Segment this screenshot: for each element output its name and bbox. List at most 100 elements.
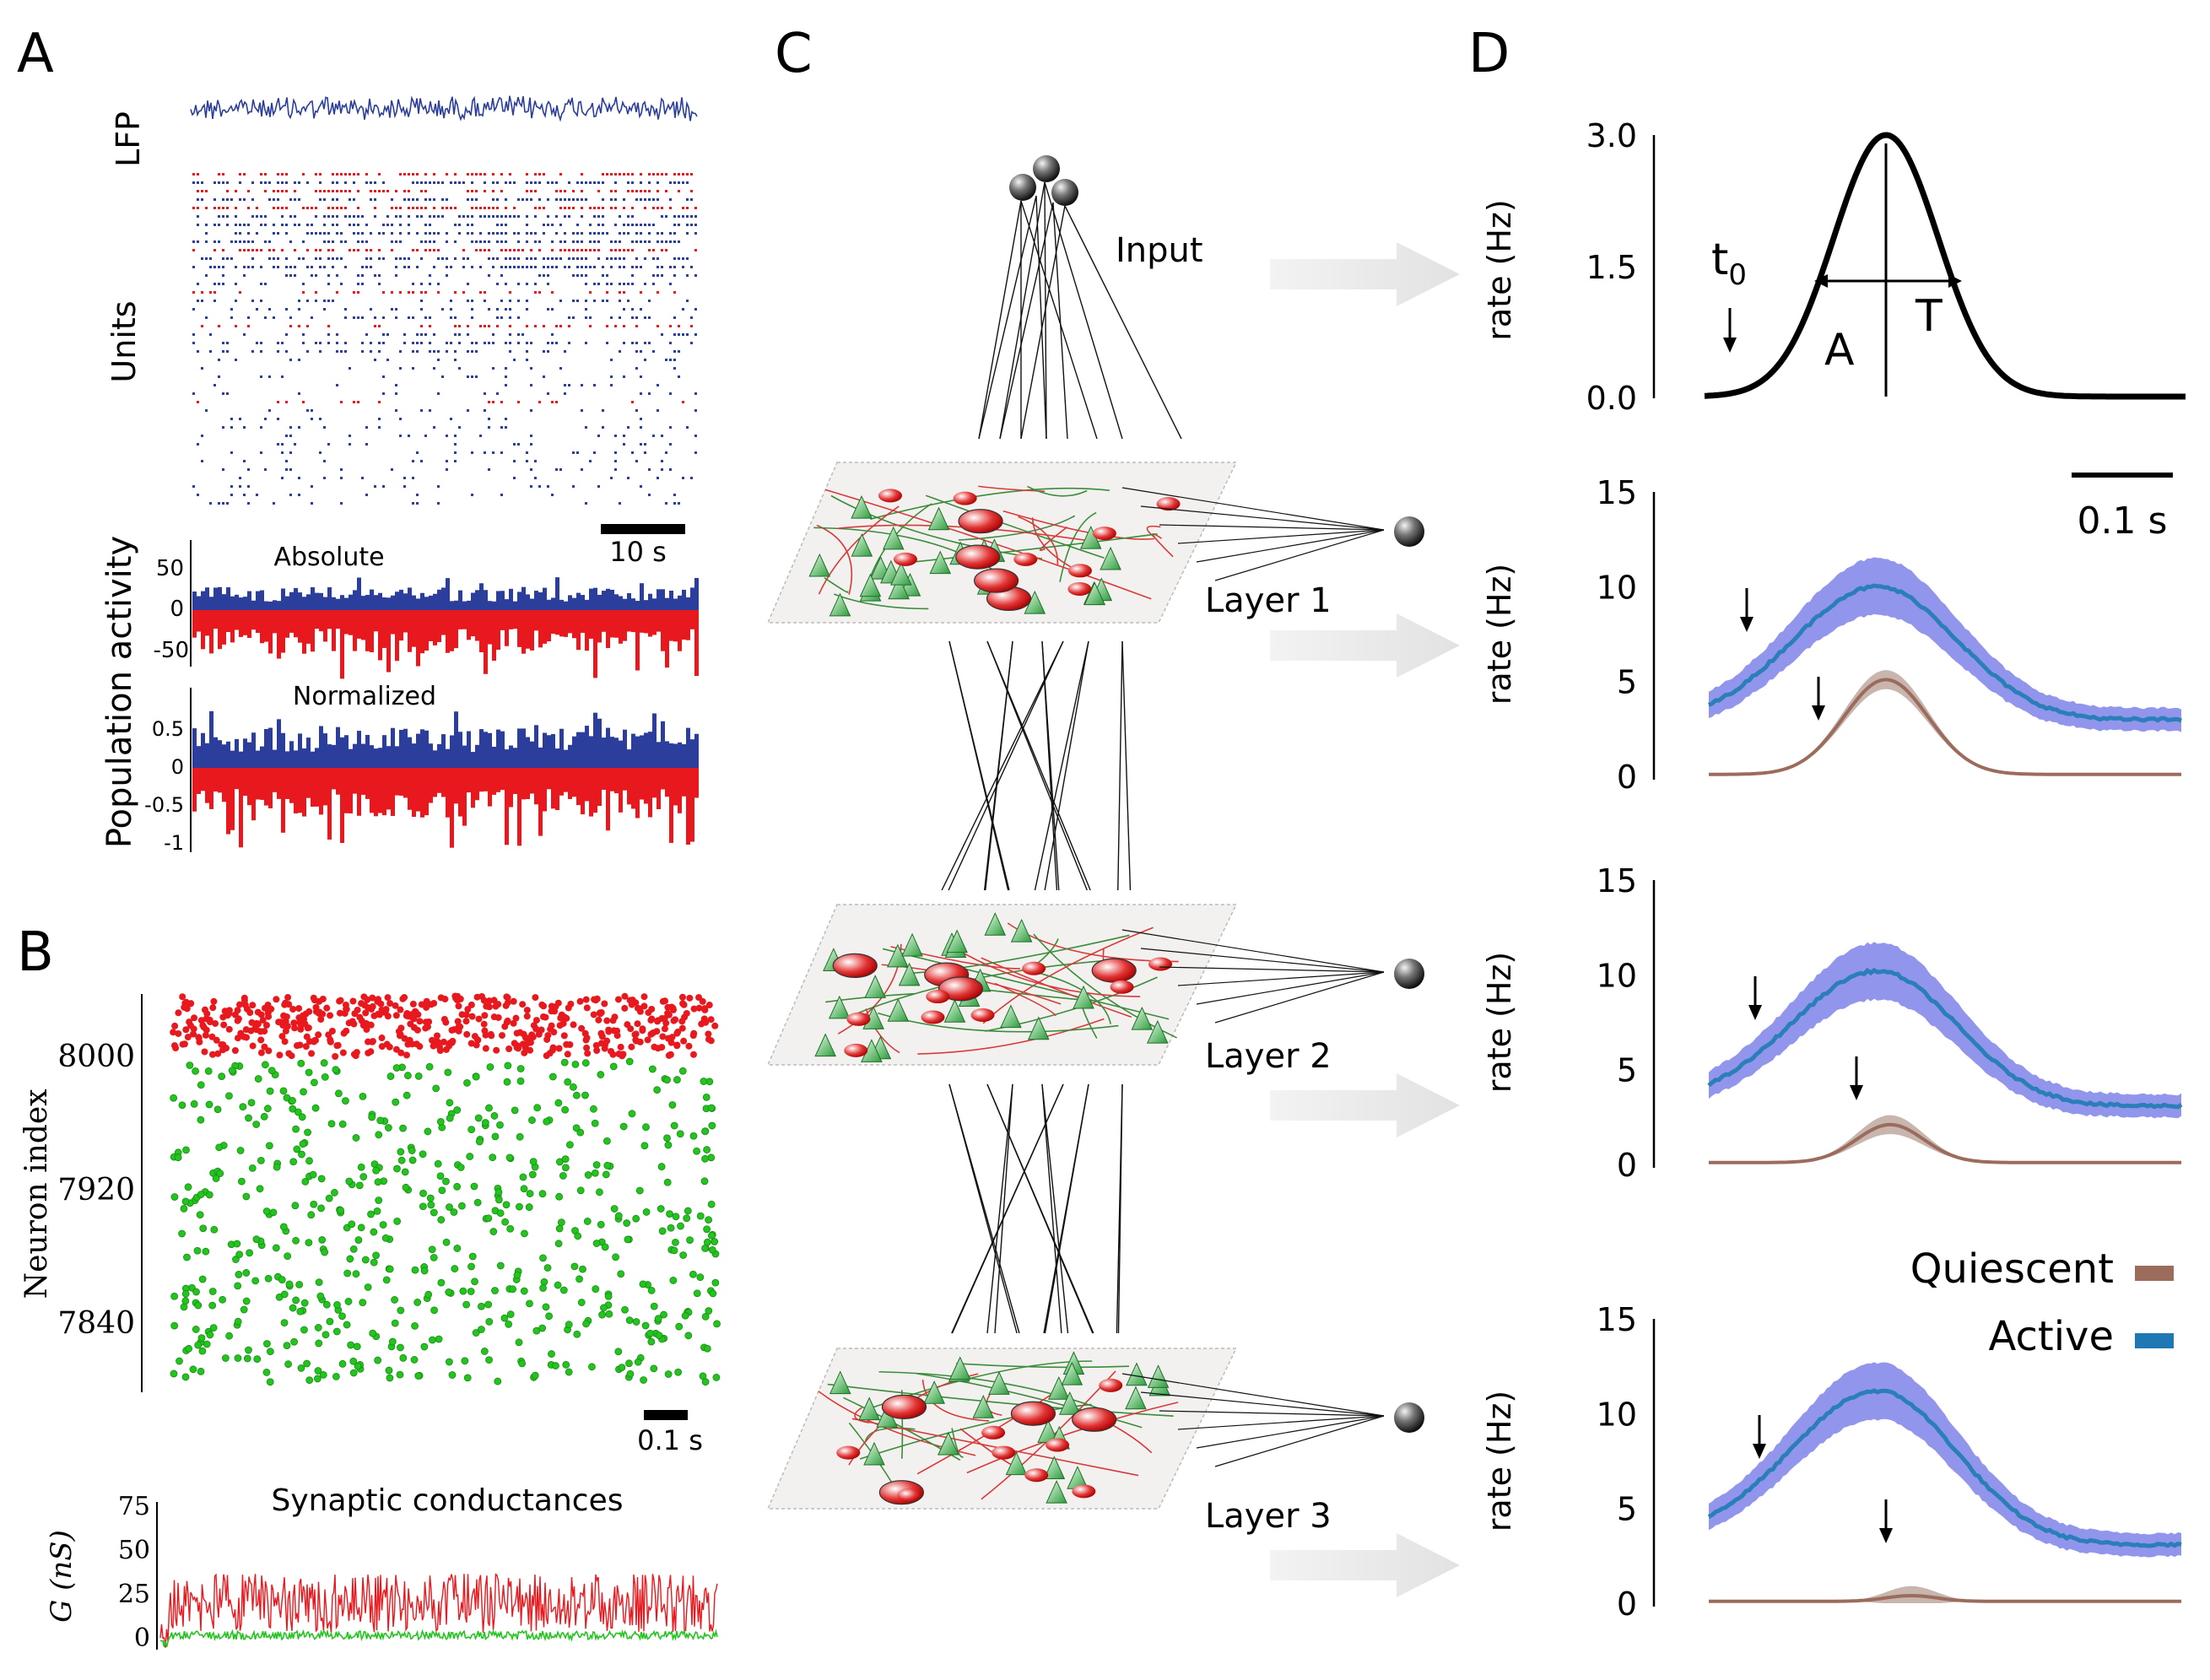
excitatory-spike: [318, 1235, 327, 1244]
unit-spike: [424, 198, 427, 201]
unit-spike: [517, 401, 520, 403]
unit-spike: [644, 190, 646, 192]
unit-spike: [424, 207, 427, 209]
inhibitory-spike: [678, 1018, 686, 1025]
inhibitory-spike: [659, 1033, 667, 1040]
unit-spike: [593, 207, 596, 209]
excitatory-spike: [235, 1271, 243, 1278]
unit-spike: [420, 190, 423, 192]
inhibitory-spike: [343, 1027, 350, 1034]
unit-spike: [340, 477, 343, 479]
unit-spike: [488, 240, 490, 243]
excitatory-spike: [677, 1222, 684, 1230]
flow-arrow: [1270, 613, 1460, 678]
inhibitory-spike: [494, 1013, 502, 1021]
normalized-bar-down: [361, 768, 365, 795]
excitatory-spike: [330, 1189, 338, 1197]
unit-spike: [614, 468, 617, 471]
normalized-bar-up: [243, 738, 247, 768]
unit-spike: [652, 257, 655, 260]
unit-spike: [277, 418, 279, 420]
absolute-bar-up: [395, 592, 399, 610]
legend-quiescent-label: Quiescent: [1910, 1245, 2114, 1293]
excitatory-spike: [516, 1202, 523, 1211]
normalized-bar-down: [239, 768, 243, 848]
excitatory-spike: [385, 1366, 393, 1375]
unit-spike: [572, 190, 575, 192]
excitatory-spike: [170, 1292, 179, 1300]
unit-spike: [243, 333, 246, 336]
unit-spike: [416, 350, 419, 353]
unit-spike: [289, 494, 292, 496]
unit-spike: [559, 224, 562, 226]
readout-line: [1196, 971, 1385, 1005]
unit-spike: [462, 291, 465, 294]
unit-spike: [424, 249, 427, 251]
unit-spike: [623, 173, 625, 176]
excitatory-spike: [210, 1225, 219, 1234]
normalized-bar-down: [454, 768, 458, 804]
unit-spike: [446, 207, 448, 209]
inhibitory-spike: [485, 997, 493, 1005]
excitatory-spike: [555, 1224, 564, 1233]
plot-tick-15: 15: [1597, 1301, 1637, 1338]
inhibitory-spike: [202, 1031, 209, 1039]
unit-spike: [209, 291, 212, 294]
excitatory-spike: [445, 1288, 453, 1296]
inhibitory-spike: [237, 1029, 245, 1037]
normalized-bar-up: [665, 741, 669, 768]
inhibitory-spike: [584, 1050, 592, 1057]
normalized-bar-up: [614, 737, 619, 768]
normalized-bar-down: [559, 768, 564, 796]
unit-spike: [593, 300, 596, 302]
excitatory-spike: [322, 1300, 331, 1309]
unit-spike: [505, 283, 507, 285]
absolute-bar-down: [403, 610, 408, 633]
unit-spike: [627, 249, 629, 251]
unit-spike: [294, 215, 296, 218]
excitatory-spike: [307, 1211, 316, 1219]
unit-spike: [492, 257, 494, 260]
excitatory-spike: [642, 1123, 650, 1132]
excitatory-spike: [204, 1067, 213, 1075]
inhibitory-spike: [548, 1007, 555, 1015]
unit-spike: [509, 300, 511, 302]
unit-spike: [648, 190, 651, 192]
unit-spike: [315, 257, 317, 260]
absolute-bar-down: [644, 610, 648, 634]
absolute-bar-down: [446, 610, 450, 653]
excitatory-spike: [284, 1360, 292, 1369]
unit-spike: [534, 291, 537, 294]
absolute-bar-down: [429, 610, 433, 641]
unit-spike: [496, 316, 499, 319]
excitatory-spike: [334, 1089, 343, 1098]
normalized-bar-up: [602, 737, 606, 768]
unit-spike: [505, 224, 507, 226]
unit-spike: [395, 392, 397, 395]
interneuron-cell: [878, 489, 902, 503]
excitatory-spike: [192, 1288, 200, 1296]
inhibitory-spike: [311, 1036, 319, 1044]
normalized-bar-up: [543, 732, 547, 768]
interlayer-connection: [1121, 640, 1132, 891]
normalized-bar-down: [631, 768, 635, 809]
unit-spike: [256, 232, 258, 235]
unit-spike: [357, 173, 359, 176]
readout-line: [1177, 1415, 1385, 1430]
unit-spike: [239, 418, 241, 420]
width-arrowhead-right: [1948, 274, 1962, 288]
absolute-bar-down: [576, 610, 581, 651]
unit-spike: [484, 291, 486, 294]
input-neuron-1: [1009, 174, 1036, 201]
unit-spike: [332, 224, 334, 226]
excitatory-spike: [205, 1191, 213, 1199]
inhibitory-spike: [539, 1013, 547, 1020]
unit-spike: [581, 409, 583, 412]
unit-spike: [555, 325, 558, 327]
d-top-tick-3: 3.0: [1586, 117, 1637, 154]
unit-spike: [412, 367, 414, 370]
excitatory-spike: [182, 1146, 190, 1154]
inhibitory-spike: [488, 1032, 495, 1040]
unit-spike: [678, 240, 680, 243]
unit-spike: [568, 207, 570, 209]
